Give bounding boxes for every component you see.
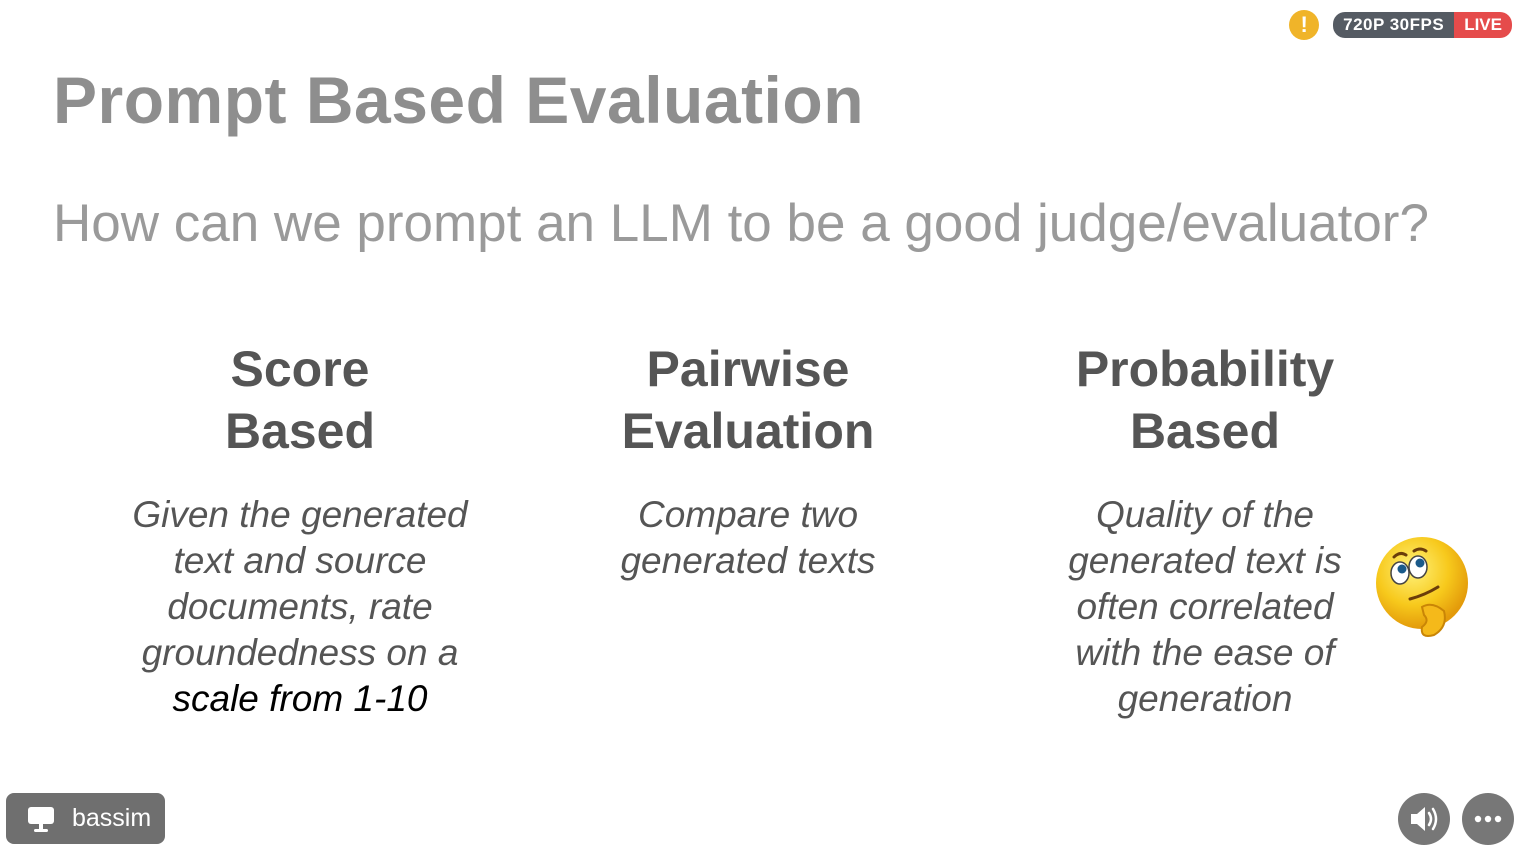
body-line: generated texts [620, 540, 876, 581]
body-line: text and source [173, 540, 427, 581]
screen-share-icon [28, 806, 54, 832]
presenter-name: bassim [72, 804, 152, 832]
heading-line: Based [224, 403, 376, 459]
column-score-based: Score Based Given the generated text and… [95, 338, 505, 722]
body-line: scale from 1-10 [172, 678, 428, 719]
thinking-emoji-icon [1376, 537, 1468, 637]
slide-title: Prompt Based Evaluation [53, 63, 865, 137]
audio-button[interactable] [1398, 793, 1450, 845]
quality-label: 720P 30FPS [1333, 12, 1455, 38]
column-probability-based: Probability Based Quality of the generat… [1005, 338, 1405, 722]
more-icon [1474, 815, 1502, 823]
body-line: Compare two [637, 494, 859, 535]
column-body: Given the generated text and source docu… [95, 492, 505, 722]
body-line: documents, rate [167, 586, 433, 627]
column-heading: Probability Based [1005, 338, 1405, 462]
body-line: Quality of the [1095, 494, 1314, 535]
body-line: often correlated [1076, 586, 1334, 627]
warning-icon[interactable]: ! [1289, 10, 1320, 40]
heading-line: Based [1129, 403, 1281, 459]
column-heading: Pairwise Evaluation [548, 338, 948, 462]
body-line: with the ease of [1075, 632, 1335, 673]
body-line: groundedness on a [141, 632, 459, 673]
live-badge: LIVE [1454, 12, 1512, 38]
slide-subtitle: How can we prompt an LLM to be a good ju… [53, 194, 1429, 253]
stream-status: ! 720P 30FPS LIVE [1289, 10, 1512, 40]
heading-line: Evaluation [621, 403, 875, 459]
column-heading: Score Based [95, 338, 505, 462]
speaker-icon [1411, 807, 1438, 831]
column-pairwise-evaluation: Pairwise Evaluation Compare two generate… [548, 338, 948, 584]
body-line: Given the generated [132, 494, 468, 535]
column-body: Compare two generated texts [548, 492, 948, 584]
column-body: Quality of the generated text is often c… [1005, 492, 1405, 722]
quality-badge[interactable]: 720P 30FPS LIVE [1333, 12, 1512, 38]
body-line: generation [1117, 678, 1293, 719]
heading-line: Score [230, 341, 370, 397]
heading-line: Probability [1075, 341, 1335, 397]
heading-line: Pairwise [646, 341, 850, 397]
presenter-label[interactable]: bassim [6, 793, 165, 844]
more-options-button[interactable] [1462, 793, 1514, 845]
body-line: generated text is [1068, 540, 1342, 581]
